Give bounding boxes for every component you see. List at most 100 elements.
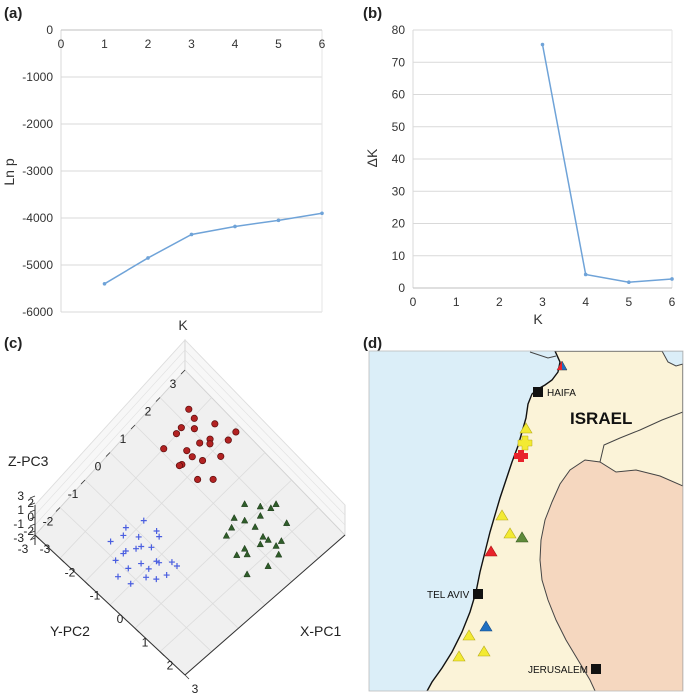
pca-point-plus-6 <box>168 559 175 566</box>
pca-point-plus-24 <box>145 565 152 572</box>
pca-point-triangle-7 <box>243 550 251 558</box>
pca-xtick-label-6: 3 <box>192 682 199 693</box>
pca-point-plus-11 <box>156 533 163 540</box>
pca-ytick-0 <box>30 534 36 540</box>
pca-point-plus-18 <box>153 528 160 534</box>
panel-b-data-point-1 <box>583 272 588 277</box>
panel-b-data-point-3 <box>670 277 674 281</box>
panel-b-label: (b) <box>363 5 382 22</box>
pca-ytick-6 <box>180 369 186 375</box>
pca-point-triangle-0 <box>256 511 264 519</box>
pca-point-triangle-16 <box>264 535 272 543</box>
city-jerusalem-marker <box>591 664 601 674</box>
panel-a-xtick-label-1: 1 <box>101 37 108 51</box>
city-haifa-label: HAIFA <box>547 388 576 399</box>
pca-ytick-1 <box>55 507 61 512</box>
pca-ztick-label-4: 1 <box>17 503 24 517</box>
pca-point-circle-19 <box>196 439 204 447</box>
panel-b-ylabel: ΔK <box>364 148 380 167</box>
site-marker-yellow-4 <box>462 629 476 641</box>
pca-point-triangle-17 <box>272 500 280 507</box>
city-telaviv-marker <box>473 589 483 599</box>
pca-point-plus-9 <box>153 576 160 583</box>
pca-point-plus-12 <box>156 559 163 566</box>
pca-ztick-1 <box>29 530 36 534</box>
panel-b-ytick-label-1: 10 <box>392 249 406 263</box>
pca-point-triangle-1 <box>259 532 267 540</box>
pca-xtick-label-4: 1 <box>142 635 149 649</box>
pca-point-circle-7 <box>211 420 219 428</box>
pca-point-triangle-3 <box>256 540 264 548</box>
pca-point-circle-5 <box>224 436 232 444</box>
pca-ytick-5 <box>155 397 161 402</box>
map-border-north <box>529 351 683 463</box>
pca-xtick-label-5: 2 <box>167 659 174 673</box>
pca-point-circle-14 <box>185 405 193 413</box>
panel-a-ytick-label-0: 0 <box>46 23 53 37</box>
panel-b-ytick-label-5: 50 <box>392 120 406 134</box>
site-marker-green <box>515 531 529 543</box>
pca-point-plus-10 <box>140 517 147 524</box>
site-marker-yellow-2 <box>495 509 509 521</box>
panel-a-data-point-4 <box>276 218 281 223</box>
pca-ztick-label-2: -1 <box>13 517 24 531</box>
pca-point-triangle-10 <box>267 504 275 511</box>
panel-a-xtick-label-0: 0 <box>58 37 65 51</box>
pca-ztick-label-5: 2 <box>27 496 34 510</box>
pca-point-triangle-14 <box>275 550 283 558</box>
pca-point-circle-6 <box>177 424 185 432</box>
pca-point-triangle-20 <box>230 513 238 521</box>
pca-point-circle-12 <box>194 475 202 484</box>
pca-point-triangle-21 <box>283 519 291 526</box>
panel-b-ytick-label-8: 80 <box>392 23 406 37</box>
city-telaviv-label: TEL AVIV <box>427 590 470 601</box>
panel-a-xtick-label-2: 2 <box>145 37 152 51</box>
pca-point-circle-0 <box>190 425 198 433</box>
pca-point-circle-8 <box>217 452 225 460</box>
pca-point-plus-2 <box>135 533 142 540</box>
pca-xtick-label-2: -1 <box>90 589 101 603</box>
panel-b-chart: (b) 0 1 2 3 4 5 6 0 10 20 30 40 50 60 70 80 K ΔK <box>363 5 676 327</box>
map-country-label: ISRAEL <box>570 409 632 428</box>
site-marker-red-cross <box>514 450 528 462</box>
pca-point-plus-4 <box>125 565 132 572</box>
pca-ztick-label-1: -2 <box>23 524 34 538</box>
pca-point-plus-16 <box>122 524 129 531</box>
pca-ytick-label-2: -1 <box>68 487 79 501</box>
pca-point-circle-10 <box>188 453 196 461</box>
panel-a-xtick-label-4: 4 <box>232 37 239 51</box>
panel-b-xlabel: K <box>533 311 543 327</box>
pca-ztick-4 <box>29 509 36 513</box>
map-lake <box>661 351 683 367</box>
panel-a-xtick-label-3: 3 <box>188 37 195 51</box>
pca-xtick-label-3: 0 <box>117 612 124 626</box>
pca-ztick-label-6: 3 <box>17 489 24 503</box>
pca-point-plus-0 <box>138 543 145 550</box>
pca-ytick-label-4: 1 <box>120 432 127 446</box>
pca-ytick-3 <box>105 452 111 457</box>
pca-wall-grid-right-3 <box>184 339 346 506</box>
pca-wall-grid-left-1 <box>34 359 186 526</box>
panel-a-ytick-label-1: -1000 <box>22 70 53 84</box>
site-marker-blue-2 <box>479 620 493 632</box>
panel-a-ytick-label-5: -5000 <box>22 258 53 272</box>
pca-point-plus-14 <box>163 572 170 579</box>
site-marker-yellow-5 <box>452 650 466 662</box>
panel-a-ytick-label-4: -4000 <box>22 211 53 225</box>
panel-a-data-point-3 <box>233 224 237 229</box>
panel-a-xtick-label-6: 6 <box>319 37 326 51</box>
panel-a-ytick-label-6: -6000 <box>22 305 53 319</box>
site-marker-yellow-6 <box>477 645 491 657</box>
site-marker-yellow-cross <box>517 435 533 451</box>
panel-b-ytick-label-0: 0 <box>398 281 405 295</box>
panel-c-label: (c) <box>4 335 22 352</box>
panel-d-map: (d) ISRAEL HAIFA TEL AVIV JERUSALEM <box>363 335 684 692</box>
pca-point-triangle-11 <box>277 537 286 544</box>
pca-point-triangle-6 <box>241 516 249 524</box>
pca-point-plus-5 <box>120 532 127 539</box>
panel-b-ytick-label-7: 70 <box>392 55 406 69</box>
pca-ytick-2 <box>80 479 86 485</box>
panel-a-xlabel: K <box>178 317 188 333</box>
